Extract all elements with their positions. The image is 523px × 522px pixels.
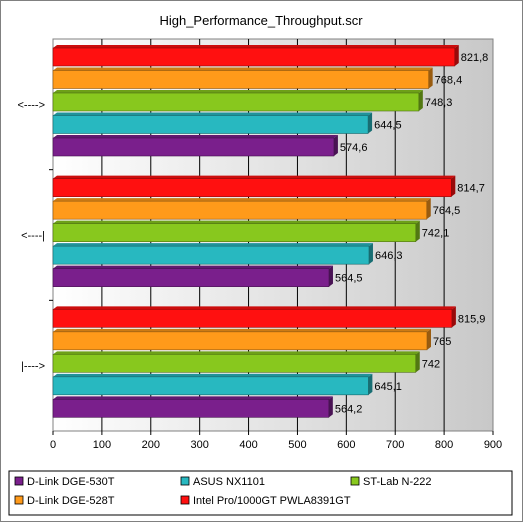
legend-label: D-Link DGE-528T [27, 495, 115, 507]
x-tick-label: 400 [239, 439, 257, 451]
x-tick-label: 600 [337, 439, 355, 451]
legend-label: Intel Pro/1000GT PWLA8391GT [193, 495, 351, 507]
data-label: 815,9 [458, 313, 486, 325]
data-label: 768,4 [435, 75, 463, 87]
y-category-label: |----> [21, 361, 45, 373]
legend-box [8, 470, 513, 516]
legend-label: D-Link DGE-530T [27, 476, 115, 488]
data-label: 644,5 [374, 120, 402, 132]
bar-top [53, 67, 433, 71]
bar-top [53, 175, 456, 179]
bar [52, 376, 369, 396]
bar-top [53, 90, 423, 93]
bar-side [426, 198, 431, 220]
legend-swatch [180, 495, 190, 505]
data-label: 748,3 [425, 97, 453, 109]
x-tick-label: 100 [93, 439, 111, 451]
bar [52, 92, 420, 112]
x-tick-label: 0 [50, 439, 56, 451]
y-category-label: <----> [18, 99, 46, 111]
data-label: 814,7 [457, 183, 485, 195]
legend-swatch [14, 495, 24, 505]
x-tick-label: 800 [435, 439, 453, 451]
data-label: 821,8 [461, 52, 489, 64]
bar-side [368, 373, 373, 395]
x-tick-label: 900 [484, 439, 502, 451]
bar-top [53, 265, 333, 269]
bar-side [428, 67, 433, 89]
bar-top [53, 45, 459, 48]
data-label: 742,1 [422, 228, 450, 240]
bar-side [427, 328, 431, 350]
bar-top [53, 135, 338, 138]
bar-side [368, 112, 373, 134]
bar-side [418, 90, 423, 111]
legend: D-Link DGE-530T ASUS NX1101 ST-Lab N-222 D-… [8, 470, 513, 516]
bar-side [451, 175, 456, 197]
bar-side [454, 45, 459, 66]
bar-side [415, 220, 420, 242]
x-tick-label: 200 [142, 439, 160, 451]
bar-side [415, 351, 420, 373]
bar-top [53, 373, 373, 377]
data-label: 645,1 [374, 381, 402, 393]
data-label: 646,3 [375, 250, 403, 262]
bar-top [53, 306, 456, 310]
data-label: 564,2 [335, 403, 363, 415]
bar-top [53, 396, 333, 400]
bar [52, 245, 370, 265]
bar [52, 70, 429, 89]
bar-side [368, 243, 373, 265]
bar-side [328, 396, 333, 418]
data-label: 574,6 [340, 142, 368, 154]
legend-swatch [350, 476, 360, 486]
bar-side [333, 135, 338, 156]
data-label: 764,5 [433, 205, 461, 217]
x-tick-label: 500 [288, 439, 306, 451]
bar [52, 354, 417, 373]
x-tick-label: 700 [386, 439, 404, 451]
y-category-label: <----| [21, 230, 45, 242]
bar [52, 309, 453, 328]
x-tick-label: 300 [190, 439, 208, 451]
legend-swatch [14, 476, 24, 486]
bar [52, 137, 335, 157]
data-label: 765 [433, 336, 451, 348]
bar [52, 200, 428, 220]
chart-title: High_Performance_Throughput.scr [159, 13, 363, 28]
bar [52, 115, 369, 134]
bar [52, 268, 330, 287]
data-label: 564,5 [335, 273, 363, 285]
bar-side [328, 265, 333, 287]
bar-top [53, 220, 420, 224]
bar [52, 399, 330, 418]
legend-label: ST-Lab N-222 [363, 476, 431, 488]
data-label: 742 [422, 358, 440, 370]
legend-swatch [180, 476, 190, 486]
bar [52, 331, 428, 351]
bar-top [53, 328, 431, 332]
bar [52, 223, 417, 242]
bar-top [53, 112, 373, 116]
bar-top [53, 243, 373, 247]
bar [52, 47, 456, 67]
bar-side [451, 306, 456, 328]
plot-area: 0 100 200 300 400 500 600 700 800 900 <----> 574,6 6… [18, 38, 502, 451]
legend-label: ASUS NX1101 [193, 476, 265, 488]
bar [52, 178, 452, 197]
bar-top [53, 198, 431, 202]
bar-top [53, 351, 420, 355]
